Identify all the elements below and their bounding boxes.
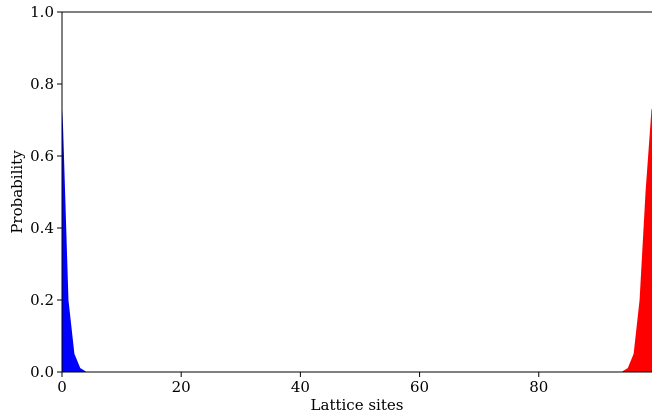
x-tick-label: 40 [291, 378, 310, 396]
x-tick-label: 0 [57, 378, 67, 396]
y-tick-label: 0.4 [30, 219, 54, 237]
y-axis-title: Probability [8, 150, 26, 234]
series-area-2 [62, 109, 652, 373]
series-area-1 [61, 109, 652, 373]
series-layer [61, 109, 652, 373]
y-tick-label: 0.8 [30, 75, 54, 93]
y-tick-label: 0.0 [30, 363, 54, 381]
y-axis-ticks: 0.0 0.2 0.4 0.6 0.8 1.0 [30, 3, 62, 381]
x-axis-ticks: 0 20 40 60 80 [57, 372, 548, 396]
x-tick-label: 80 [529, 378, 548, 396]
axes-layer [61, 11, 652, 373]
y-tick-label: 1.0 [30, 3, 54, 21]
x-tick-label: 60 [410, 378, 429, 396]
x-axis-title: Lattice sites [311, 396, 404, 412]
y-tick-label: 0.6 [30, 147, 54, 165]
y-tick-label: 0.2 [30, 291, 54, 309]
x-tick-label: 20 [172, 378, 191, 396]
